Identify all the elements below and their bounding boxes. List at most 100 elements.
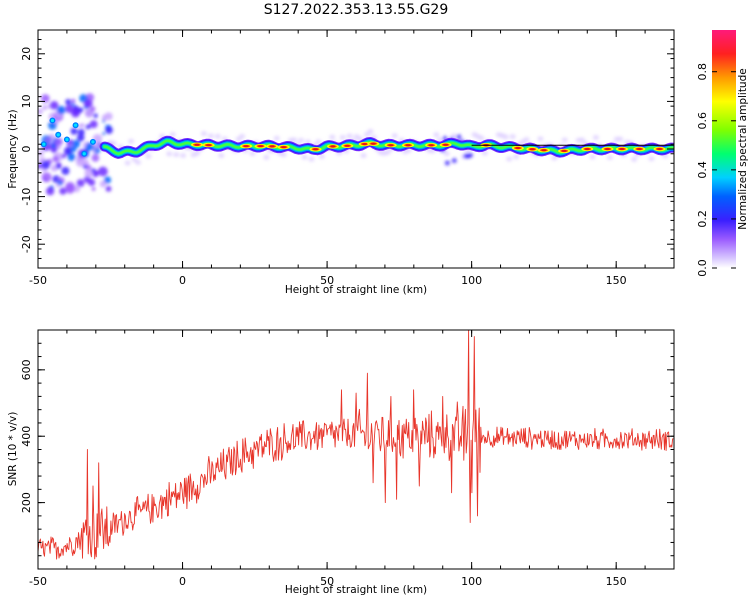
- spectrogram-blob: [45, 137, 51, 143]
- spectrogram-x-tick-label: 50: [320, 274, 334, 287]
- spectrogram-blob: [42, 104, 48, 111]
- spectrogram-blob: [91, 186, 96, 191]
- spectrogram-halo: [298, 137, 305, 143]
- spectrogram-hotspot: [243, 145, 249, 148]
- spectrogram-blob: [70, 145, 77, 153]
- snr-series-line: [38, 330, 674, 560]
- spectrogram-y-tick-label: 20: [20, 47, 33, 61]
- colorbar-gradient: [712, 30, 736, 268]
- spectrogram-halo: [218, 153, 225, 159]
- spectrogram-halo: [648, 156, 655, 162]
- colorbar-tick-label: 0.2: [696, 210, 709, 228]
- spectrogram-y-tick-label: 10: [20, 94, 33, 108]
- spectrogram-blob: [50, 164, 58, 172]
- spectrogram-halo: [273, 135, 280, 141]
- spectrogram-halo: [589, 154, 596, 160]
- spectrogram-blob: [38, 163, 42, 169]
- spectrogram-hotspot: [388, 144, 394, 147]
- spectrogram-halo: [346, 133, 353, 139]
- spectrogram-blob: [56, 165, 60, 169]
- spectrogram-hotspot: [541, 149, 547, 152]
- spectrogram-blob: [101, 132, 106, 136]
- snr-data: [38, 330, 674, 560]
- spectrogram-halo: [433, 132, 440, 138]
- spectrogram-blob: [70, 127, 78, 135]
- spectrogram-hotspot: [206, 144, 212, 147]
- spectrogram-core: [50, 118, 55, 123]
- spectrogram-core: [82, 152, 86, 156]
- spectrogram-blob: [75, 157, 86, 167]
- spectrogram-halo: [194, 150, 200, 156]
- spectrogram-blob: [38, 108, 43, 115]
- spectrogram-blob: [77, 128, 85, 136]
- spectrogram-halo: [523, 137, 530, 143]
- spectrogram-halo: [509, 134, 516, 140]
- spectrogram-x-tick-label: -50: [29, 274, 47, 287]
- snr-y-tick-label: 600: [20, 359, 33, 380]
- spectrogram-halo: [128, 138, 135, 144]
- snr-x-label: Height of straight line (km): [285, 584, 427, 596]
- spectrogram-halo: [617, 136, 624, 142]
- spectrogram-blob: [71, 108, 80, 118]
- spectrogram-blob: [105, 185, 112, 192]
- spectrogram-blob: [59, 187, 67, 195]
- spectrogram-halo: [173, 152, 180, 158]
- spectrogram-x-tick-label: 150: [606, 274, 627, 287]
- spectrogram-halo: [135, 160, 142, 166]
- spectrogram-blob: [71, 102, 75, 107]
- spectrogram-halo: [450, 133, 457, 139]
- spectrogram-halo: [329, 134, 336, 140]
- spectrogram-blob: [48, 121, 57, 130]
- spectrogram-core: [65, 137, 69, 142]
- spectrogram-blob: [66, 149, 71, 153]
- spectrogram-blob: [65, 104, 74, 114]
- spectrogram-blob: [101, 114, 108, 121]
- spectrogram-hotspot: [258, 145, 264, 148]
- spectrogram-hotspot: [428, 144, 434, 147]
- spectrogram-hotspot: [657, 148, 663, 150]
- spectrogram-hotspot: [529, 148, 535, 151]
- snr-x-tick-label: 50: [320, 575, 334, 588]
- spectrogram-hotspot: [619, 148, 625, 150]
- spectrogram-blob: [87, 178, 96, 186]
- spectrogram-core: [42, 142, 46, 146]
- snr-x-tick-label: 0: [179, 575, 186, 588]
- spectrogram-blob: [51, 143, 56, 149]
- spectrogram-halo: [291, 137, 298, 143]
- spectrogram-hotspot: [443, 143, 449, 146]
- spectrogram-blob: [41, 94, 50, 103]
- spectrogram-hotspot: [605, 148, 611, 150]
- spectrogram-blob: [99, 180, 107, 188]
- spectrogram-core: [91, 140, 95, 144]
- spectrogram-halo: [200, 131, 207, 137]
- spectrogram-halo: [579, 137, 586, 143]
- spectrogram-hotspot: [584, 148, 590, 150]
- spectrogram-hotspot: [194, 143, 200, 146]
- spectrogram-blob: [55, 183, 60, 188]
- spectrogram-halo: [506, 156, 513, 162]
- spectrogram-y-tick-label: -20: [20, 235, 33, 253]
- spectrogram-blob: [57, 145, 62, 150]
- spectrogram-blob: [76, 179, 85, 187]
- spectrogram-blob: [105, 126, 113, 134]
- spectrogram-halo: [249, 151, 256, 157]
- spectrogram-blob: [89, 106, 96, 112]
- snr-background: [38, 330, 674, 569]
- spectrogram-hotspot: [362, 143, 368, 146]
- spectrogram-halo: [443, 151, 450, 157]
- colorbar-tick-label: 0.0: [696, 259, 709, 277]
- snr-y-label: SNR (10 * v/v): [7, 412, 19, 487]
- spectrogram-blob: [93, 142, 100, 149]
- spectrogram-halo: [239, 133, 246, 139]
- spectrogram-halo: [367, 128, 374, 134]
- spectrogram-hotspot: [405, 144, 411, 147]
- snr-panel: -50 0 50 100 150 600 400 200 Height of straight…: [7, 329, 675, 596]
- spectrogram-halo: [481, 150, 488, 156]
- spectrogram-blob: [467, 152, 473, 158]
- spectrogram-halo: [631, 156, 638, 162]
- spectrogram-halo: [537, 136, 544, 142]
- spectrogram-blob: [91, 154, 100, 162]
